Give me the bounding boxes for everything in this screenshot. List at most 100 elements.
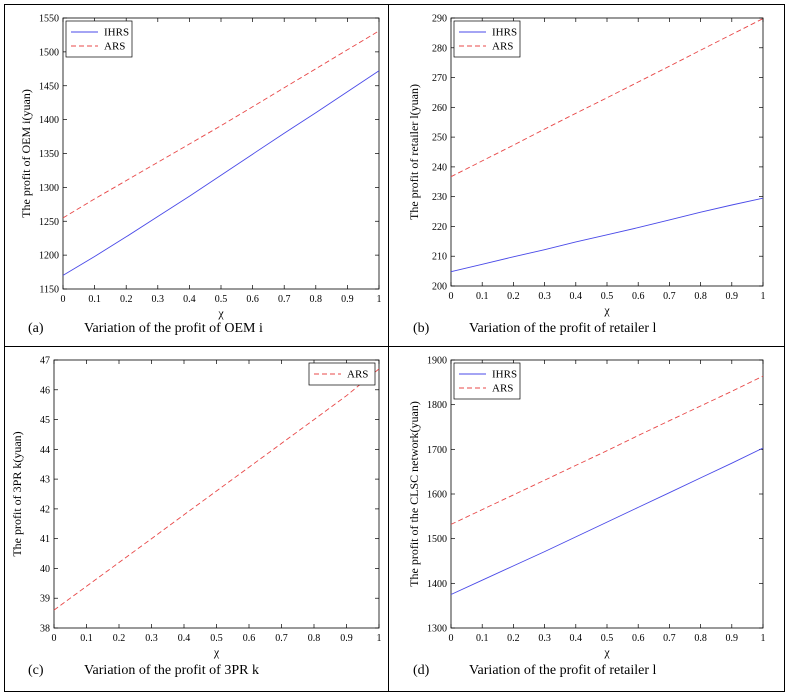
series-line-ars bbox=[450, 375, 764, 525]
x-tick-label: 0 bbox=[449, 291, 454, 302]
caption-label: (d) bbox=[413, 663, 430, 678]
plot-area bbox=[62, 17, 380, 290]
legend-box bbox=[453, 20, 521, 58]
legend-label-ars: ARS bbox=[104, 41, 125, 53]
y-tick-label: 210 bbox=[432, 252, 447, 263]
x-tick-label: 0.1 bbox=[476, 633, 489, 644]
y-tick-label: 1700 bbox=[427, 445, 447, 456]
x-tick-label: 0.5 bbox=[215, 294, 228, 305]
caption-text: Variation of the profit of 3PR k bbox=[84, 663, 259, 678]
x-tick-label: 0.3 bbox=[538, 291, 551, 302]
legend-label-ars: ARS bbox=[492, 383, 513, 395]
x-tick-label: 0.3 bbox=[538, 633, 551, 644]
chart-panel-c: 0 0.1 0.2 0.3 0.4 0.5 0.6 0.7 0.8 0.9 1 38 39 40 41 42 4… bbox=[10, 356, 382, 679]
series-line-ihrs bbox=[450, 447, 764, 595]
caption-label: (c) bbox=[28, 663, 44, 678]
y-tick-label: 270 bbox=[432, 73, 447, 84]
plot-area bbox=[450, 17, 764, 287]
x-tick-label: 0.2 bbox=[507, 633, 520, 644]
chart-panel-a: 0 0.1 0.2 0.3 0.4 0.5 0.6 0.7 0.8 0.9 1 1150 1200 125… bbox=[19, 14, 382, 337]
x-tick-label: 0.1 bbox=[80, 633, 93, 644]
x-tick-label: 0.7 bbox=[278, 294, 291, 305]
y-axis-label: The profit of 3PR k(yuan) bbox=[10, 431, 24, 556]
x-tick-label: 0.6 bbox=[246, 294, 259, 305]
legend-box bbox=[453, 362, 521, 400]
y-tick-label: 1350 bbox=[39, 149, 59, 160]
x-tick-label: 0.5 bbox=[210, 633, 223, 644]
x-tick-label: 0.2 bbox=[120, 294, 133, 305]
legend: IHRS ARS bbox=[453, 20, 521, 58]
x-tick-label: 0.6 bbox=[632, 633, 645, 644]
legend: IHRS ARS bbox=[65, 20, 133, 58]
vertical-divider bbox=[388, 4, 389, 692]
y-tick-label: 45 bbox=[40, 415, 50, 426]
series-line-ihrs bbox=[450, 197, 764, 273]
legend-label-ihrs: IHRS bbox=[492, 369, 517, 381]
x-tick-label: 0 bbox=[61, 294, 66, 305]
y-tick-label: 250 bbox=[432, 133, 447, 144]
x-tick-label: 0.4 bbox=[570, 291, 583, 302]
y-tick-label: 1200 bbox=[39, 251, 59, 262]
y-tick-label: 1500 bbox=[427, 534, 447, 545]
x-tick-label: 0.6 bbox=[243, 633, 256, 644]
y-tick-label: 1800 bbox=[427, 400, 447, 411]
caption-text: Variation of the profit of OEM i bbox=[84, 321, 263, 336]
y-tick-label: 1150 bbox=[39, 285, 59, 296]
legend-box bbox=[65, 20, 133, 58]
y-tick-label: 290 bbox=[432, 14, 447, 25]
x-tick-label: 0.8 bbox=[694, 291, 707, 302]
legend-label-ihrs: IHRS bbox=[492, 27, 517, 39]
y-tick-label: 280 bbox=[432, 43, 447, 54]
x-tick-label: 0.2 bbox=[113, 633, 126, 644]
x-tick-label: 0.7 bbox=[663, 633, 676, 644]
legend: IHRS ARS bbox=[453, 362, 521, 400]
legend-box bbox=[308, 362, 376, 386]
x-tick-label: 1 bbox=[761, 291, 766, 302]
y-tick-label: 1600 bbox=[427, 490, 447, 501]
x-tick-label: 0.2 bbox=[507, 291, 520, 302]
y-tick-label: 260 bbox=[432, 103, 447, 114]
y-tick-label: 43 bbox=[40, 475, 50, 486]
y-tick-label: 1900 bbox=[427, 356, 447, 367]
x-tick-label: 0.8 bbox=[694, 633, 707, 644]
x-tick-label: 0.7 bbox=[663, 291, 676, 302]
x-tick-label: 0.9 bbox=[340, 633, 353, 644]
y-tick-label: 220 bbox=[432, 222, 447, 233]
plot-area bbox=[450, 359, 764, 629]
y-tick-label: 47 bbox=[40, 356, 50, 367]
y-tick-label: 240 bbox=[432, 162, 447, 173]
legend-label-ars: ARS bbox=[492, 41, 513, 53]
y-tick-label: 1450 bbox=[39, 81, 59, 92]
x-tick-label: 0.1 bbox=[88, 294, 101, 305]
y-tick-label: 1300 bbox=[39, 183, 59, 194]
x-axis-label: χ bbox=[213, 645, 220, 659]
y-tick-label: 1300 bbox=[427, 624, 447, 635]
x-axis-label: χ bbox=[603, 303, 610, 317]
x-tick-label: 1 bbox=[377, 633, 382, 644]
x-tick-label: 0 bbox=[52, 633, 57, 644]
caption-text: Variation of the profit of retailer l bbox=[469, 663, 656, 678]
y-tick-label: 1500 bbox=[39, 47, 59, 58]
series-line-ars bbox=[53, 368, 380, 611]
x-tick-label: 0.8 bbox=[308, 633, 321, 644]
legend-label-ihrs: IHRS bbox=[104, 27, 129, 39]
x-tick-label: 0.5 bbox=[601, 291, 614, 302]
caption-text: Variation of the profit of retailer l bbox=[469, 321, 656, 336]
legend-label-ars: ARS bbox=[347, 369, 368, 381]
x-tick-label: 0.8 bbox=[310, 294, 323, 305]
y-tick-label: 46 bbox=[40, 385, 50, 396]
y-axis-label: The profit of OEM i(yuan) bbox=[19, 89, 33, 218]
x-tick-label: 0 bbox=[449, 633, 454, 644]
legend: ARS bbox=[308, 362, 376, 386]
caption-label: (b) bbox=[413, 321, 430, 336]
x-tick-label: 0.7 bbox=[275, 633, 288, 644]
figure-frame bbox=[4, 4, 785, 692]
x-axis-label: χ bbox=[603, 645, 610, 659]
x-tick-label: 0.1 bbox=[476, 291, 489, 302]
x-tick-label: 0.3 bbox=[145, 633, 158, 644]
y-tick-label: 1550 bbox=[39, 14, 59, 25]
y-tick-label: 39 bbox=[40, 594, 50, 605]
chart-panel-d: 0 0.1 0.2 0.3 0.4 0.5 0.6 0.7 0.8 0.9 1 1300 1400 150… bbox=[407, 356, 766, 679]
x-tick-label: 0.4 bbox=[570, 633, 583, 644]
